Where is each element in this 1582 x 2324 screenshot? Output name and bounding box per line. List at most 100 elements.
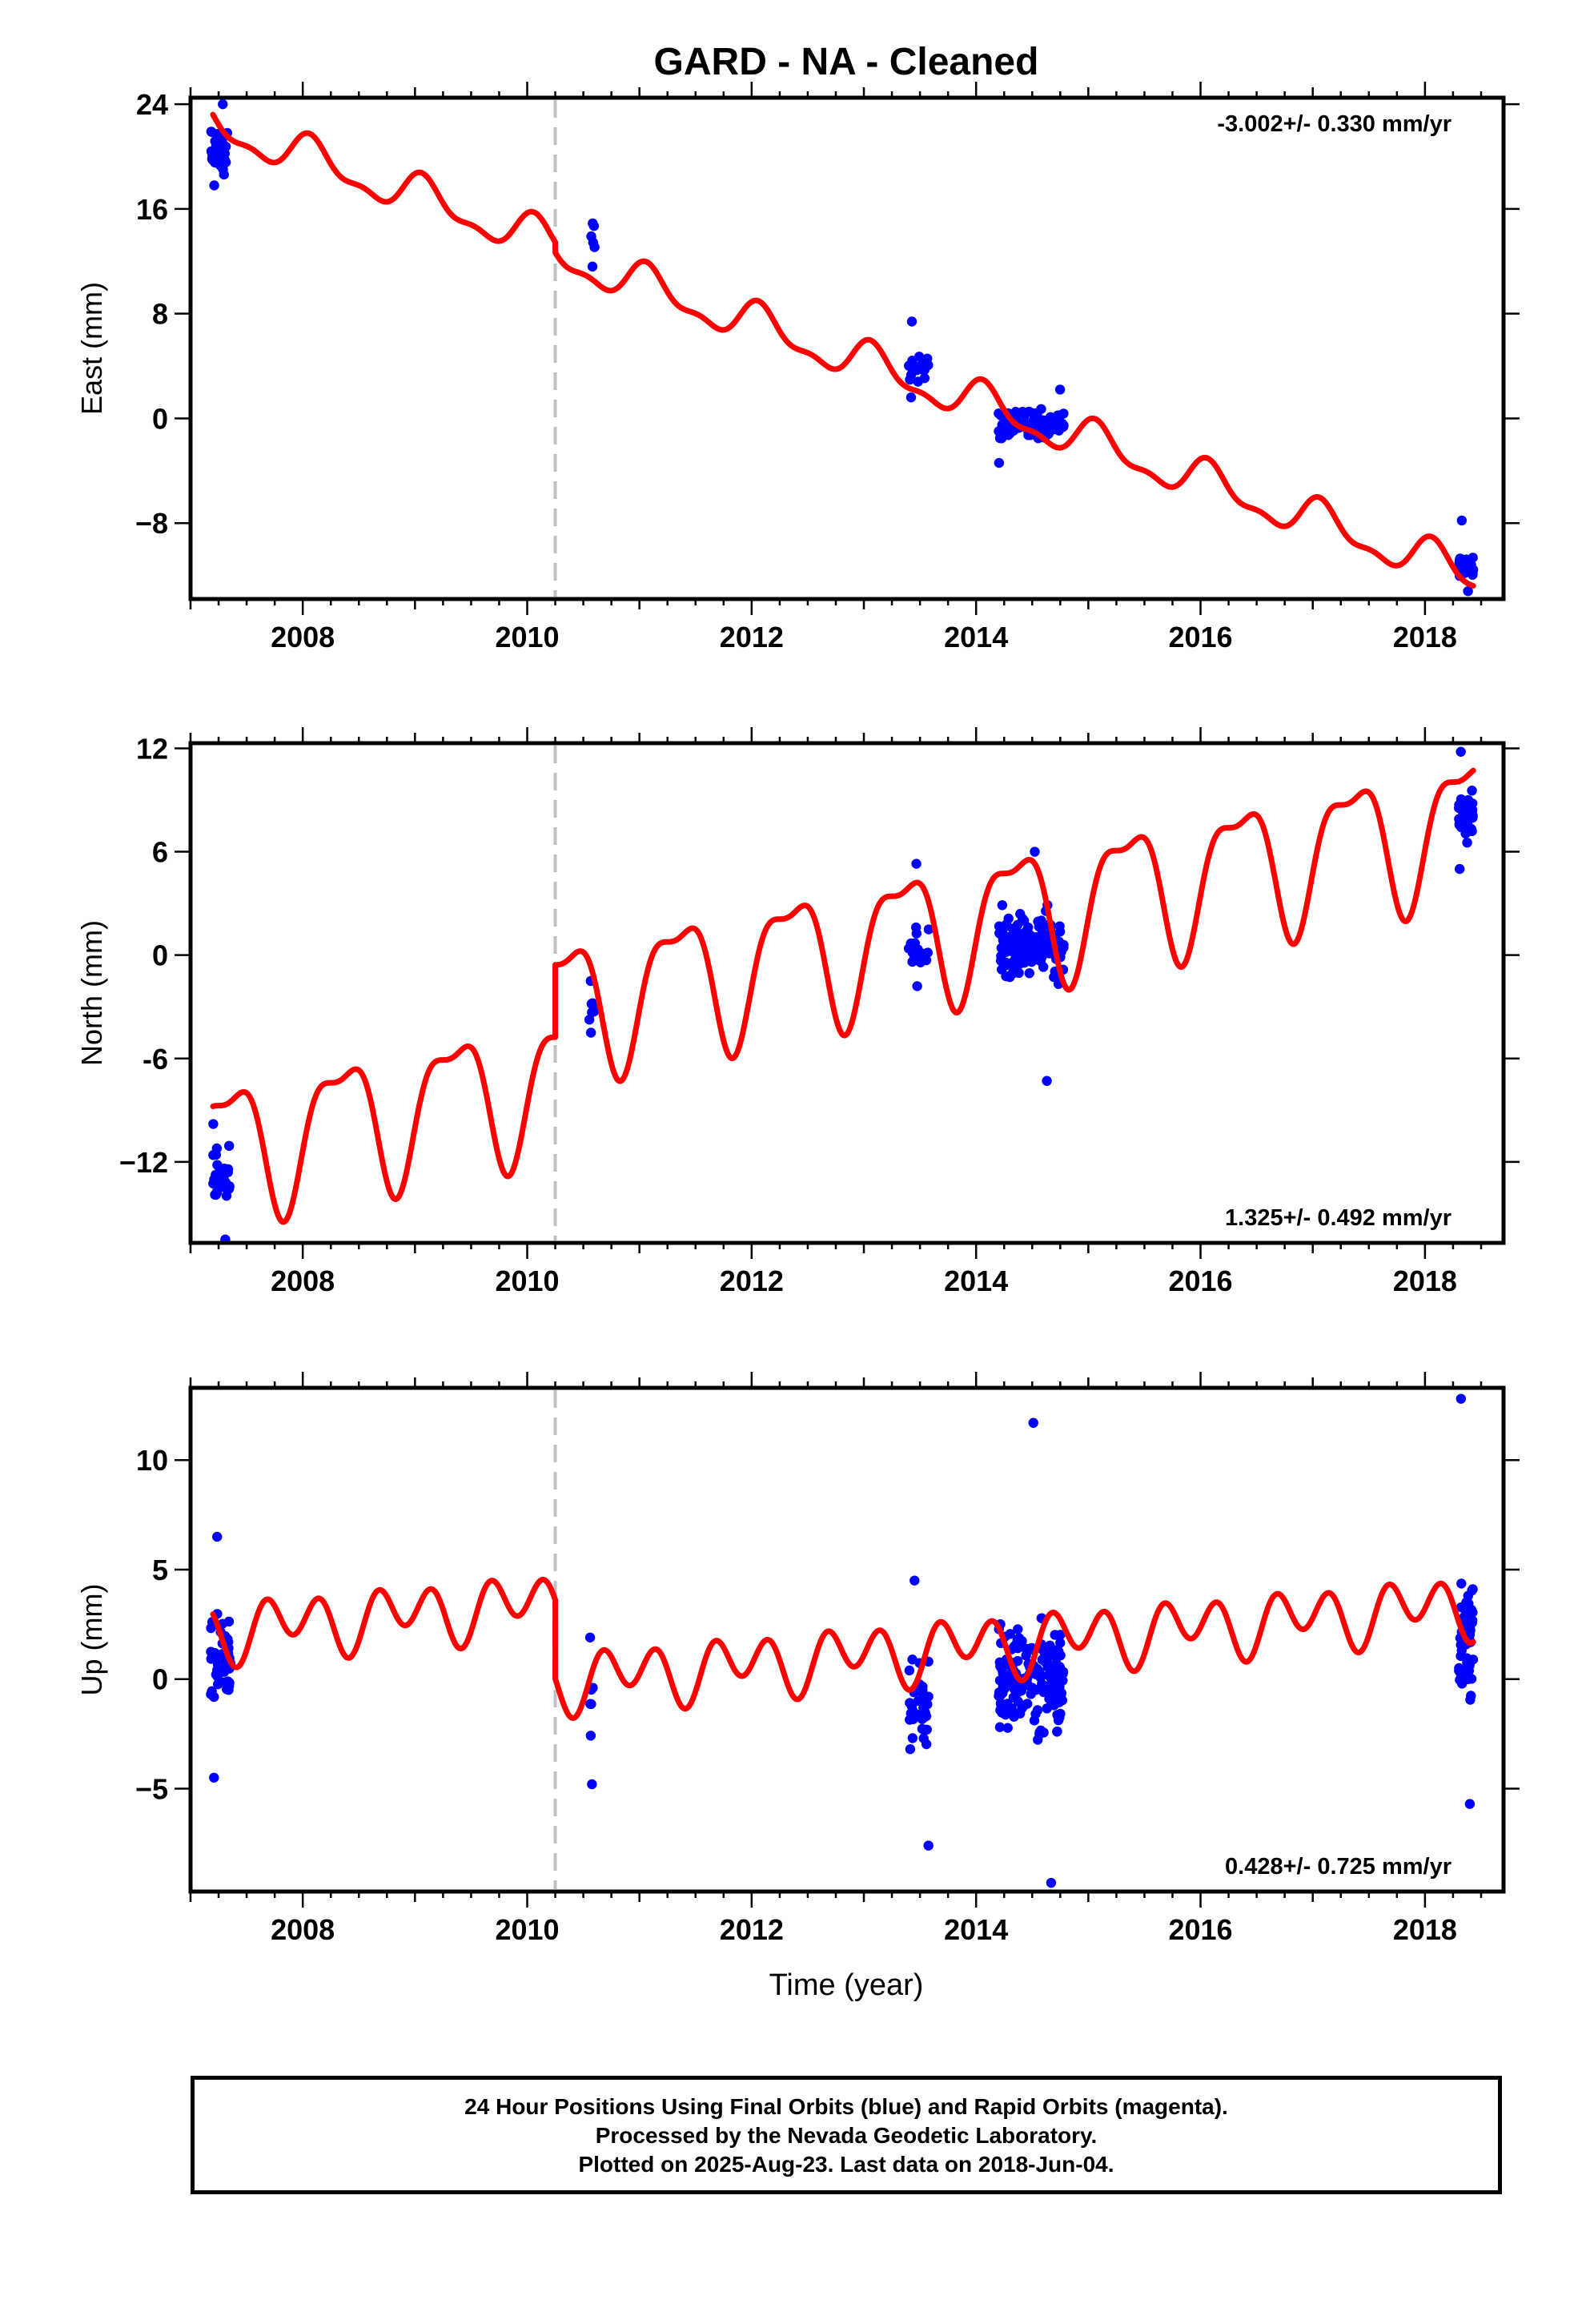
data-point bbox=[206, 1622, 216, 1634]
rate-label: 1.325+/- 0.492 mm/yr bbox=[1225, 1205, 1452, 1231]
data-point bbox=[1456, 746, 1466, 757]
data-point bbox=[1454, 799, 1464, 810]
data-point bbox=[218, 99, 228, 110]
data-point bbox=[589, 242, 600, 252]
x-tick-label: 2014 bbox=[944, 1913, 1008, 1946]
data-point bbox=[918, 948, 929, 959]
x-axis-label: Time (year) bbox=[769, 1968, 924, 2002]
panel-up: 2008 2010 2012 2014 2016 2018 10 5 0 −5 Up (mm) 0.4… bbox=[75, 1372, 1520, 1946]
y-tick-label: −5 bbox=[135, 1772, 168, 1805]
data-point bbox=[212, 1531, 223, 1542]
data-point bbox=[998, 931, 1009, 943]
data-point bbox=[1462, 798, 1473, 810]
x-tick-label: 2012 bbox=[720, 1913, 784, 1946]
data-point bbox=[916, 1687, 926, 1697]
data-point bbox=[1456, 515, 1468, 526]
data-point bbox=[589, 1003, 600, 1013]
x-tick-label: 2018 bbox=[1393, 621, 1457, 653]
data-point bbox=[996, 1701, 1006, 1711]
data-point bbox=[223, 1164, 234, 1175]
data-point bbox=[907, 1655, 917, 1665]
data-point bbox=[1036, 422, 1047, 432]
x-tick-label: 2016 bbox=[1168, 1265, 1232, 1297]
data-point bbox=[917, 1714, 928, 1724]
data-point bbox=[923, 924, 934, 935]
data-point bbox=[1030, 932, 1041, 943]
data-point bbox=[921, 1724, 932, 1735]
data-point bbox=[210, 136, 220, 147]
data-point bbox=[209, 180, 219, 191]
data-points bbox=[206, 1393, 1479, 1888]
data-point bbox=[997, 900, 1008, 911]
data-point bbox=[1049, 971, 1059, 983]
data-point bbox=[1028, 1417, 1038, 1428]
data-point bbox=[906, 316, 917, 327]
model-fit-curve bbox=[210, 111, 1476, 589]
data-points bbox=[208, 746, 1478, 1241]
data-point bbox=[1039, 937, 1050, 947]
data-point bbox=[1460, 807, 1471, 818]
data-point bbox=[906, 1701, 917, 1712]
y-axis-label: Up (mm) bbox=[75, 1584, 108, 1696]
data-point bbox=[1054, 384, 1066, 395]
data-point bbox=[1013, 1655, 1023, 1667]
data-point bbox=[1001, 944, 1012, 955]
data-point bbox=[994, 921, 1005, 931]
y-tick-label: 5 bbox=[152, 1554, 168, 1586]
data-point bbox=[223, 1140, 235, 1152]
data-point bbox=[1456, 1668, 1466, 1679]
data-point bbox=[1027, 408, 1038, 419]
data-point bbox=[994, 1675, 1006, 1686]
y-tick-label: 6 bbox=[152, 836, 168, 869]
x-tick-label: 2008 bbox=[271, 1913, 335, 1946]
data-point bbox=[1054, 1712, 1065, 1723]
x-tick-label: 2010 bbox=[495, 621, 559, 653]
footer-caption-box: 24 Hour Positions Using Final Orbits (bl… bbox=[191, 2076, 1502, 2194]
data-point bbox=[923, 1840, 934, 1851]
data-point bbox=[1058, 421, 1069, 432]
plot-frame bbox=[188, 95, 1506, 601]
data-point bbox=[907, 364, 917, 375]
data-point bbox=[1467, 786, 1477, 796]
data-point bbox=[206, 1654, 216, 1664]
y-tick-label: 0 bbox=[152, 402, 168, 435]
data-point bbox=[209, 1772, 219, 1783]
x-tick-label: 2010 bbox=[495, 1265, 559, 1297]
data-point bbox=[1465, 1695, 1476, 1705]
y-tick-label: −8 bbox=[135, 507, 168, 540]
data-point bbox=[1042, 1076, 1052, 1086]
y-tick-label: 8 bbox=[152, 298, 168, 331]
data-point bbox=[1034, 1729, 1045, 1739]
data-point bbox=[1043, 1659, 1054, 1670]
data-point bbox=[219, 155, 231, 166]
footer-line-2: Processed by the Nevada Geodetic Laborat… bbox=[595, 2123, 1098, 2148]
data-point bbox=[219, 146, 229, 156]
data-point bbox=[1000, 1709, 1011, 1720]
data-point bbox=[208, 1119, 219, 1129]
x-tick-label: 2016 bbox=[1168, 1913, 1232, 1946]
x-tick-label: 2014 bbox=[944, 621, 1008, 653]
data-point bbox=[1017, 1635, 1027, 1647]
data-point bbox=[1037, 951, 1047, 962]
rate-label: -3.002+/- 0.330 mm/yr bbox=[1217, 111, 1452, 137]
data-point bbox=[1460, 1610, 1470, 1621]
data-point bbox=[1042, 1703, 1052, 1714]
data-point bbox=[1052, 1726, 1062, 1737]
data-point bbox=[585, 1027, 596, 1038]
data-point bbox=[1462, 1657, 1472, 1667]
data-point bbox=[911, 922, 921, 933]
data-point bbox=[584, 1632, 596, 1642]
data-point bbox=[1032, 1705, 1043, 1715]
data-point bbox=[1017, 1703, 1027, 1714]
data-point bbox=[1008, 1692, 1019, 1703]
data-point bbox=[1462, 837, 1472, 848]
data-point bbox=[904, 1665, 915, 1676]
data-point bbox=[1464, 1620, 1475, 1631]
data-point bbox=[994, 457, 1005, 468]
data-point bbox=[587, 1779, 597, 1790]
chart-title: GARD - NA - Cleaned bbox=[654, 41, 1039, 83]
model-fit-curve bbox=[210, 767, 1476, 1225]
data-point bbox=[915, 957, 926, 967]
data-point bbox=[586, 231, 596, 242]
y-tick-label: −12 bbox=[119, 1146, 168, 1179]
